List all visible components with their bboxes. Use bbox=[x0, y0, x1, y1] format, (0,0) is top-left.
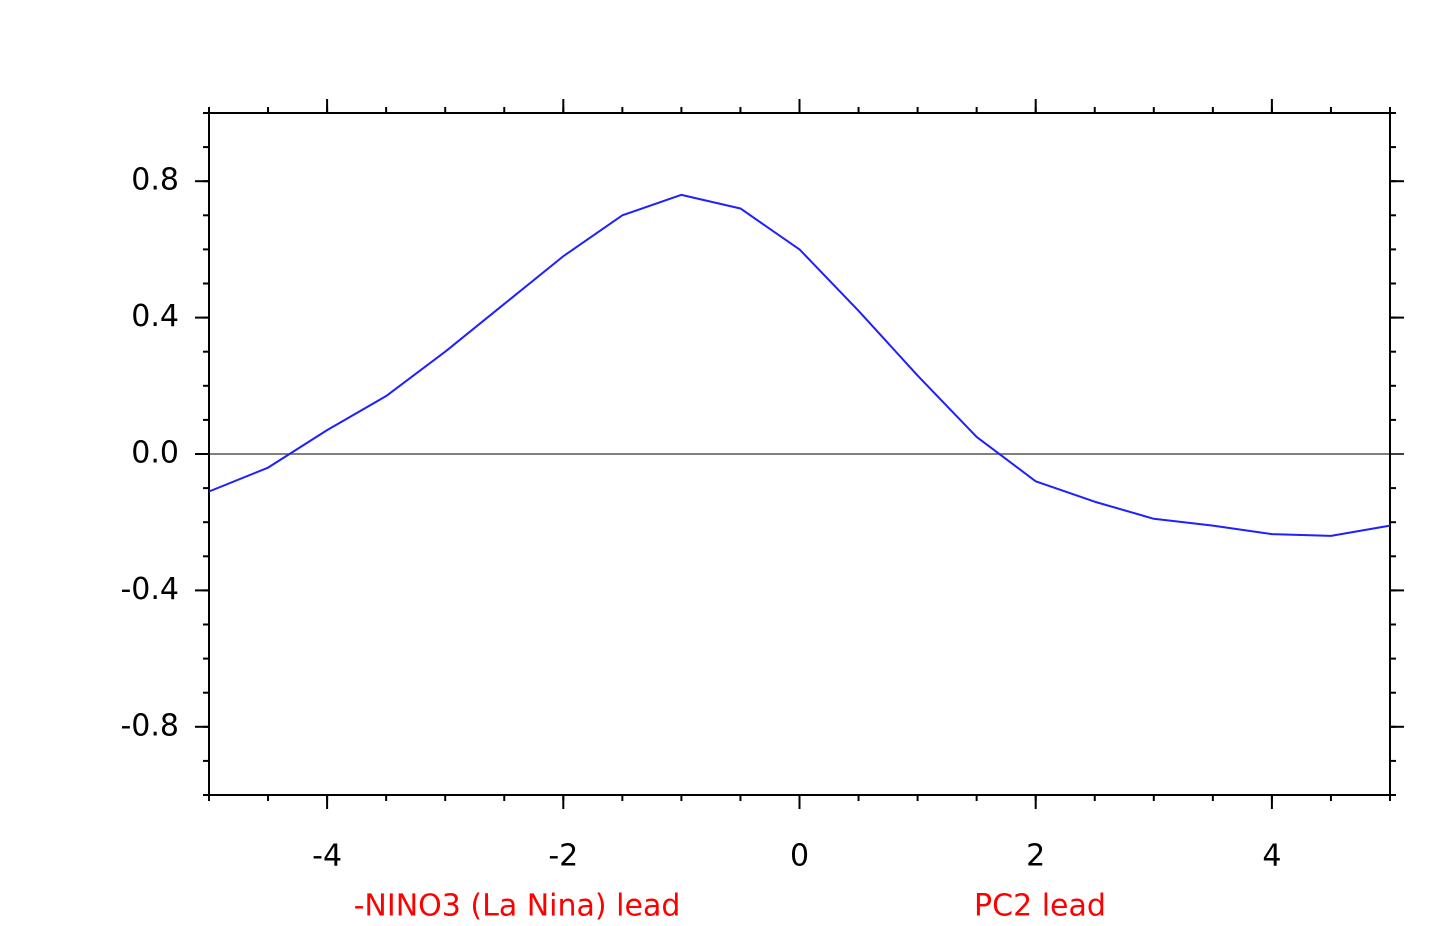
x-tick-label: -2 bbox=[548, 839, 578, 874]
annotation: PC2 lead bbox=[974, 889, 1106, 924]
annotation: -NINO3 (La Nina) lead bbox=[354, 889, 681, 924]
y-tick-label: 0.4 bbox=[131, 299, 179, 334]
x-tick-label: 4 bbox=[1262, 839, 1281, 874]
y-tick-label: -0.8 bbox=[120, 708, 179, 743]
x-tick-label: 0 bbox=[790, 839, 809, 874]
y-tick-label: 0.8 bbox=[131, 163, 179, 198]
plot-frame bbox=[208, 112, 1391, 796]
x-tick-label: -4 bbox=[312, 839, 342, 874]
y-tick-label: 0.0 bbox=[131, 436, 179, 471]
line-series bbox=[208, 193, 1391, 537]
y-tick-label: -0.4 bbox=[120, 572, 179, 607]
x-tick-label: 2 bbox=[1026, 839, 1045, 874]
